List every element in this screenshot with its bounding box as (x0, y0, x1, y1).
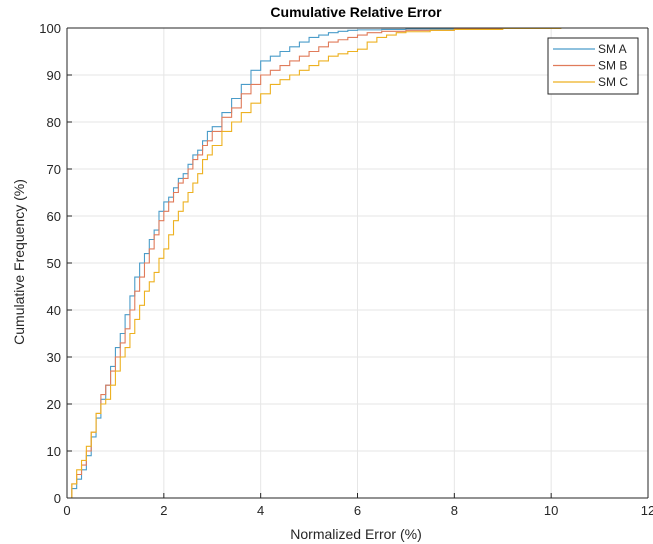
x-tick-label: 0 (63, 503, 70, 518)
y-tick-label: 60 (47, 209, 61, 224)
y-tick-label: 70 (47, 162, 61, 177)
y-tick-label: 50 (47, 256, 61, 271)
y-axis-label: Cumulative Frequency (%) (11, 179, 27, 345)
x-axis-label: Normalized Error (%) (290, 526, 421, 542)
x-tick-label: 10 (544, 503, 558, 518)
x-tick-label: 2 (160, 503, 167, 518)
y-tick-label: 100 (39, 21, 61, 36)
x-tick-label: 8 (451, 503, 458, 518)
y-tick-labels: 0 10 20 30 40 50 60 70 80 90 100 (39, 21, 61, 506)
y-tick-label: 0 (54, 491, 61, 506)
x-tick-labels: 0 2 4 6 8 10 12 (63, 503, 653, 518)
y-tick-label: 40 (47, 303, 61, 318)
legend-label-2: SM B (598, 59, 627, 73)
y-tick-label: 30 (47, 350, 61, 365)
legend-label-3: SM C (598, 75, 628, 89)
y-tick-label: 20 (47, 397, 61, 412)
series-line-3 (67, 27, 562, 499)
x-tick-label: 6 (354, 503, 361, 518)
x-tick-label: 12 (641, 503, 653, 518)
legend-label-1: SM A (598, 42, 627, 56)
y-tick-label: 10 (47, 444, 61, 459)
x-tick-label: 4 (257, 503, 264, 518)
y-tick-label: 80 (47, 115, 61, 130)
legend: SM A SM B SM C (547, 37, 639, 95)
plot-area (66, 27, 649, 499)
y-tick-label: 90 (47, 68, 61, 83)
chart-title: Cumulative Relative Error (270, 4, 442, 20)
